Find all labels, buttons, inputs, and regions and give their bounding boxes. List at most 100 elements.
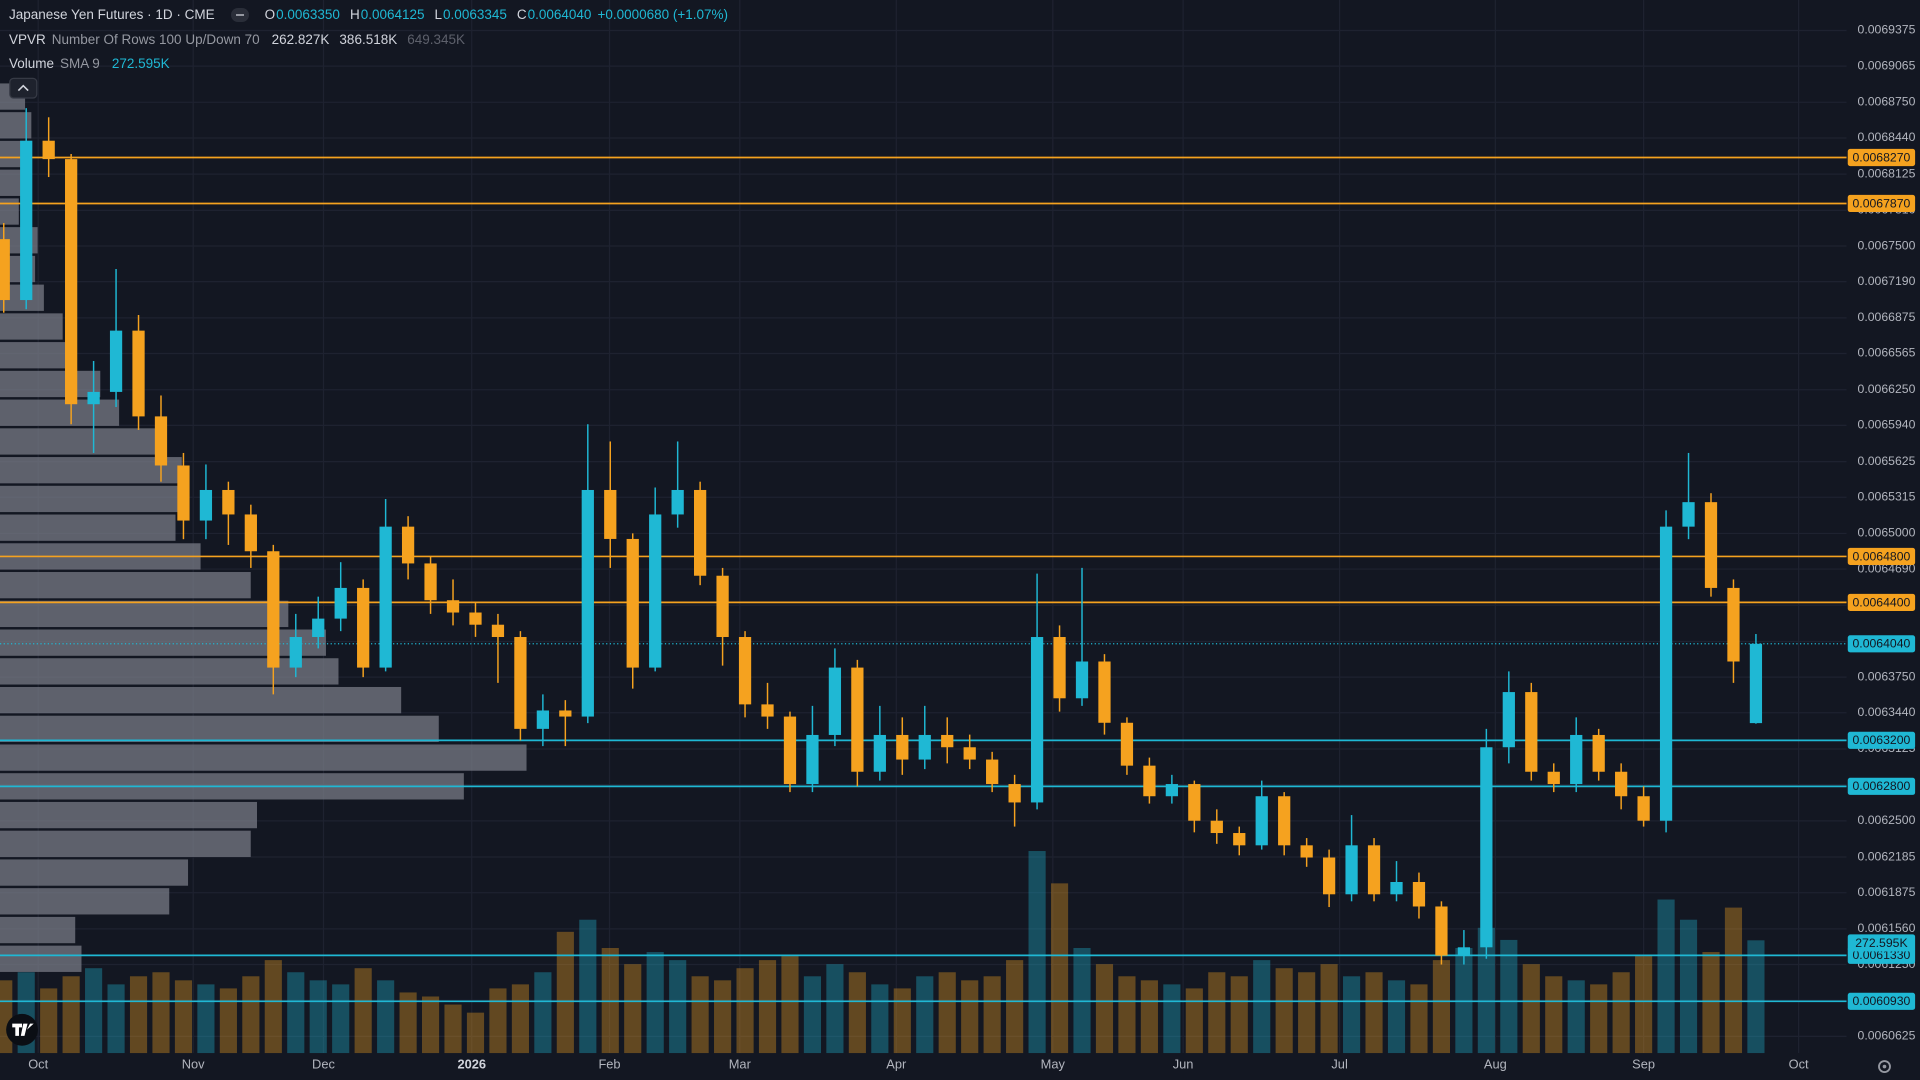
volume-bar	[444, 1004, 462, 1054]
x-tick-label: May	[1041, 1057, 1066, 1072]
candle-body	[154, 416, 168, 466]
volume-bar	[1006, 960, 1024, 1054]
x-tick-label: Aug	[1484, 1057, 1507, 1072]
volume-bar	[421, 996, 440, 1054]
visibility-toggle[interactable]	[230, 7, 249, 22]
y-tick-label: 0.0062185	[1858, 849, 1916, 863]
price-badge-label: 0.0068270	[1853, 150, 1911, 164]
volume-profile-bar	[0, 801, 257, 829]
indicator-name[interactable]: Volume	[9, 56, 55, 71]
candle-body	[986, 759, 999, 785]
candle-body	[1255, 796, 1268, 846]
volume-bar	[1343, 976, 1361, 1054]
indicator-value: 262.827K	[271, 32, 330, 47]
candle-body	[649, 514, 662, 668]
candle-body	[267, 551, 280, 668]
vpvr-legend[interactable]: VPVR Number Of Rows 100 Up/Down 70 262.8…	[9, 32, 465, 47]
volume-bar	[1679, 919, 1698, 1054]
volume-legend[interactable]: Volume SMA 9 272.595K	[9, 56, 170, 71]
volume-bar	[669, 960, 687, 1054]
volume-bar	[1522, 964, 1540, 1054]
y-tick-label: 0.0068125	[1858, 166, 1916, 180]
volume-profile-bar	[0, 198, 19, 225]
volume-bar	[219, 988, 237, 1054]
y-tick-label: 0.0062500	[1858, 813, 1916, 827]
price-badge-label: 0.0067870	[1853, 196, 1911, 210]
y-tick-label: 0.0066875	[1858, 310, 1916, 324]
ohlc-key: L	[434, 7, 443, 22]
volume-profile-bar	[0, 485, 189, 513]
candle-body	[65, 159, 78, 405]
volume-bar	[489, 988, 507, 1054]
y-tick-label: 0.0063750	[1858, 669, 1916, 683]
settings-button[interactable]	[1878, 1060, 1891, 1073]
ohlc-value: 0.0064040	[527, 7, 592, 22]
volume-profile-bar	[0, 313, 63, 340]
volume-bar	[1612, 972, 1630, 1054]
y-tick-label: 0.0065940	[1858, 418, 1916, 432]
candle-body	[1659, 526, 1673, 821]
volume-bar	[354, 968, 372, 1054]
volume-profile-bar	[0, 342, 76, 369]
volume-bar	[961, 980, 979, 1054]
volume-bar	[916, 976, 934, 1054]
candle-body	[1120, 722, 1134, 766]
volume-bar	[242, 976, 260, 1054]
candle-body	[491, 624, 505, 638]
collapse-button-box[interactable]	[9, 77, 38, 99]
volume-bar	[332, 984, 350, 1054]
y-tick-label: 0.0065000	[1858, 526, 1916, 540]
volume-bar	[646, 952, 664, 1054]
logo[interactable]	[6, 1013, 38, 1046]
volume-bar	[1140, 980, 1158, 1054]
candle-body	[851, 667, 864, 772]
volume-bar	[556, 931, 574, 1054]
price-badge-label: 272.595K	[1855, 936, 1908, 950]
volume-bar	[1432, 960, 1451, 1054]
candle-body	[289, 637, 302, 668]
symbol-title[interactable]: Japanese Yen Futures · 1D · CME	[9, 7, 215, 22]
candle-body	[357, 587, 370, 668]
x-tick-label: Oct	[1789, 1057, 1809, 1072]
price-badge-label: 0.0062800	[1853, 779, 1911, 793]
indicator-params: Number Of Rows 100 Up/Down 70	[51, 32, 260, 47]
candle-body	[0, 239, 10, 301]
volume-bar	[1230, 976, 1248, 1054]
volume-bar	[264, 960, 282, 1054]
volume-bar	[466, 1012, 485, 1054]
volume-bar	[624, 964, 642, 1054]
y-tick-label: 0.0065625	[1858, 454, 1916, 468]
candle-body	[536, 710, 549, 729]
volume-bar	[152, 972, 170, 1054]
volume-profile-bar	[0, 916, 76, 944]
y-tick-label: 0.0066250	[1858, 382, 1916, 396]
ohlc-legend: Japanese Yen Futures · 1D · CME O 0.0063…	[9, 7, 728, 22]
volume-bar	[691, 976, 709, 1054]
candles-layer	[0, 108, 1763, 965]
y-tick-label: 0.0067500	[1858, 238, 1916, 252]
indicator-name[interactable]: VPVR	[9, 32, 46, 47]
volume-bar	[893, 988, 911, 1054]
volume-profile-bar	[0, 428, 163, 455]
axis-layer: 0.0069375 0.0069065 0.0068750 0.0068440 0.00…	[28, 23, 1915, 1072]
collapse-icon[interactable]	[17, 84, 29, 92]
candle-body	[1367, 845, 1381, 895]
y-tick-label: 0.0068440	[1858, 130, 1916, 144]
logo-mark[interactable]	[12, 1023, 34, 1036]
settings-icon-center[interactable]	[1882, 1064, 1887, 1069]
settings-icon[interactable]	[1878, 1060, 1891, 1073]
price-badge-label: 0.0063200	[1853, 733, 1911, 747]
volume-bar	[1590, 984, 1608, 1054]
volume-profile-bar	[0, 600, 289, 628]
volume-bar	[1477, 927, 1495, 1054]
collapse-button[interactable]	[9, 77, 38, 99]
volume-bar	[129, 976, 148, 1054]
indicator-params: SMA 9	[60, 56, 100, 71]
volume-profile-bar	[0, 859, 189, 886]
x-tick-label: Dec	[312, 1057, 335, 1072]
price-badge	[1847, 194, 1916, 213]
candle-body	[1165, 784, 1178, 797]
volume-bar	[803, 976, 822, 1054]
candle-body	[738, 637, 752, 705]
